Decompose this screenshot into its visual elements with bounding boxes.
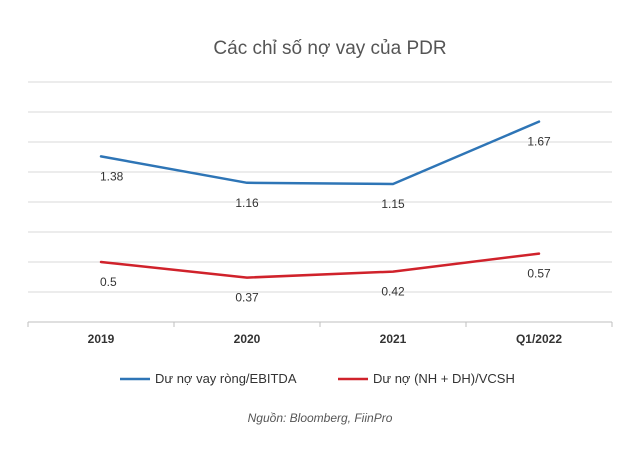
data-label: 0.42 [381,285,405,299]
x-tick-label: 2021 [380,332,407,346]
data-labels: 1.38 1.16 1.15 1.67 0.5 0.37 0.42 0.57 [100,135,551,305]
data-label: 0.5 [100,275,117,289]
data-label: 1.67 [527,135,551,149]
series-line-vcsh [99,252,541,279]
data-label: 1.38 [100,169,124,183]
source-note: Nguồn: Bloomberg, FiinPro [248,411,393,425]
data-label: 0.57 [527,267,551,281]
legend: Dư nợ vay ròng/EBITDA Dư nợ (NH + DH)/VC… [120,371,515,386]
series-layer [99,120,541,279]
data-label: 1.15 [381,197,405,211]
x-axis: 2019 2020 2021 Q1/2022 [27,321,613,346]
data-label: 0.37 [235,291,259,305]
x-tick-label: 2019 [88,332,115,346]
data-label: 1.16 [235,196,259,210]
x-tick-label: 2020 [234,332,261,346]
gridlines [28,81,612,293]
x-tick-label: Q1/2022 [516,332,562,346]
chart-title: Các chỉ số nợ vay của PDR [213,38,446,59]
legend-label-vcsh: Dư nợ (NH + DH)/VCSH [373,371,515,386]
series-line-ebitda [99,120,541,186]
legend-label-ebitda: Dư nợ vay ròng/EBITDA [155,371,297,386]
